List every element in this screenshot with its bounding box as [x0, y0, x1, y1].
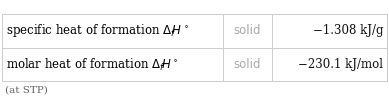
Text: solid: solid [234, 24, 261, 37]
Text: solid: solid [234, 58, 261, 71]
Text: (at STP): (at STP) [5, 85, 48, 94]
Bar [2, 14, 387, 81]
Text: −1.308 kJ/g: −1.308 kJ/g [313, 24, 383, 37]
Text: specific heat of formation $\Delta_f\!H^\circ$: specific heat of formation $\Delta_f\!H^… [6, 22, 189, 39]
Text: −230.1 kJ/mol: −230.1 kJ/mol [298, 58, 383, 71]
Text: molar heat of formation $\Delta_f\!H^\circ$: molar heat of formation $\Delta_f\!H^\ci… [6, 56, 178, 73]
